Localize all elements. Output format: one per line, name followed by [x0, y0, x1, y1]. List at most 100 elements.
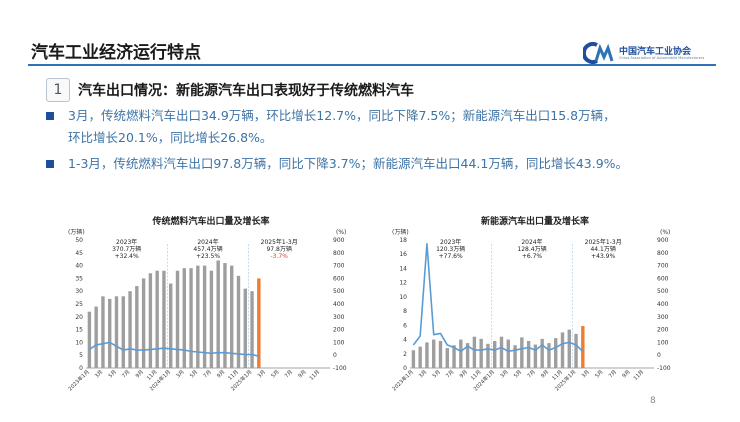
- growth-rate-line: [88, 341, 260, 357]
- y2-tick-label: 700: [657, 263, 669, 270]
- bar: [547, 343, 551, 368]
- annotation-period: 2024年: [521, 238, 542, 246]
- chart-conventional-fuel-exports: 传统燃料汽车出口量及增长率 (万辆) (%) 0 5 10 15 20 25 30 35 40 45 50…: [66, 212, 356, 402]
- x-tick-label: 7月: [202, 368, 213, 379]
- bar: [540, 338, 544, 368]
- bullet-square-icon: [46, 160, 54, 168]
- bar: [169, 283, 173, 368]
- annotation-growth: +23.5%: [196, 253, 220, 260]
- x-tick-label: 3月: [93, 368, 104, 379]
- x-tick-label: 11月: [632, 368, 645, 381]
- bar: [202, 265, 207, 368]
- bar: [257, 278, 261, 368]
- bullet-square-icon: [46, 112, 54, 120]
- y-tick-label: 10: [75, 339, 83, 346]
- y2-tick-label: 600: [657, 275, 669, 282]
- y-tick-label: 10: [399, 294, 407, 301]
- logo-subtitle: China Association of Automobile Manufact…: [619, 56, 705, 60]
- y-tick-label: 50: [75, 237, 83, 244]
- y-tick-label: 2: [403, 351, 407, 358]
- bar: [121, 296, 125, 368]
- bar: [574, 333, 578, 368]
- x-tick-label: 7月: [526, 368, 537, 379]
- bar: [236, 275, 241, 368]
- y2-tick-label: -100: [657, 365, 671, 372]
- y-tick-label: 20: [75, 314, 83, 321]
- bar: [128, 291, 132, 368]
- section-number: 1: [46, 78, 70, 102]
- section-title: 汽车出口情况：新能源汽车出口表现好于传统燃料汽车: [78, 83, 414, 99]
- bar: [196, 265, 200, 368]
- bar: [486, 343, 490, 368]
- bar: [493, 340, 497, 368]
- annotation-growth: +6.7%: [522, 253, 543, 260]
- annotation-period: 2025年1-3月: [585, 238, 622, 246]
- bar: [243, 288, 247, 368]
- bar: [452, 345, 456, 368]
- y-tick-label: 30: [75, 288, 83, 295]
- y-tick-label: 0: [79, 365, 83, 372]
- bar: [101, 296, 105, 368]
- annotation-period: 2025年1-3月: [261, 238, 298, 246]
- bar: [189, 268, 193, 368]
- chart-svg: 传统燃料汽车出口量及增长率 (万辆) (%) 0 5 10 15 20 25 30 35 40 45 50…: [66, 215, 347, 392]
- annotation-period: 2023年: [440, 238, 461, 246]
- y2-tick-label: 500: [333, 288, 345, 295]
- y-tick-label: 12: [399, 280, 407, 287]
- bar: [418, 346, 422, 368]
- x-tick-label: 3月: [580, 368, 591, 379]
- x-tick-label: 9月: [539, 368, 550, 379]
- y2-tick-label: 800: [657, 250, 669, 257]
- annotation-growth: +43.9%: [591, 253, 615, 260]
- y2-axis-unit: (%): [336, 229, 346, 236]
- annotation-volume: 120.3万辆: [436, 245, 465, 253]
- bullet-text: 3月，传统燃料汽车出口34.9万辆，环比增长12.7%，同比下降7.5%；新能源…: [68, 108, 616, 123]
- caam-logo-icon: [583, 42, 614, 64]
- y2-tick-label: 400: [657, 301, 669, 308]
- bar: [155, 270, 159, 368]
- annotation-volume: 457.4万辆: [193, 245, 222, 253]
- bar: [209, 270, 214, 368]
- bar: [148, 273, 153, 368]
- y-tick-label: 40: [75, 263, 83, 270]
- y2-tick-label: 500: [657, 288, 669, 295]
- bar: [162, 270, 166, 368]
- bar: [182, 268, 186, 368]
- page-number: 8: [650, 396, 656, 406]
- x-tick-label: 3月: [256, 368, 267, 379]
- bar: [479, 338, 483, 368]
- x-tick-label: 9月: [297, 368, 308, 379]
- annotation-growth: +32.4%: [115, 253, 139, 260]
- bar: [472, 336, 477, 368]
- bar: [513, 345, 517, 368]
- x-tick-label: 5月: [270, 368, 281, 379]
- annotation-volume: 128.4万辆: [517, 245, 546, 253]
- bar: [250, 291, 254, 368]
- y-tick-label: 25: [75, 301, 83, 308]
- x-tick-label: 9月: [134, 368, 145, 379]
- x-tick-label: 3月: [499, 368, 510, 379]
- bar: [520, 337, 524, 368]
- bar: [506, 339, 510, 368]
- bar: [114, 296, 119, 368]
- y2-tick-label: 800: [333, 250, 345, 257]
- y-tick-label: 18: [399, 237, 407, 244]
- chart-nev-exports: 新能源汽车出口量及增长率 (万辆) (%) 0 2 4 6 8 10 12 14 16 18 -100 0 1…: [390, 212, 680, 402]
- y-tick-label: 8: [403, 308, 407, 315]
- x-tick-label: 7月: [283, 368, 294, 379]
- y-tick-label: 5: [79, 352, 83, 359]
- x-tick-label: 7月: [121, 368, 132, 379]
- bar: [216, 260, 220, 368]
- bar: [411, 350, 416, 368]
- y2-tick-label: 0: [333, 352, 337, 359]
- y2-tick-label: 100: [657, 339, 669, 346]
- x-tick-label: 5月: [431, 368, 442, 379]
- x-tick-label: 11月: [308, 368, 321, 381]
- bar: [432, 339, 436, 368]
- x-tick-label: 3月: [417, 368, 428, 379]
- annotation-volume: 97.8万辆: [266, 245, 291, 253]
- bar: [425, 342, 429, 368]
- bar: [94, 306, 98, 368]
- y2-tick-label: 0: [657, 352, 661, 359]
- bar: [465, 343, 470, 368]
